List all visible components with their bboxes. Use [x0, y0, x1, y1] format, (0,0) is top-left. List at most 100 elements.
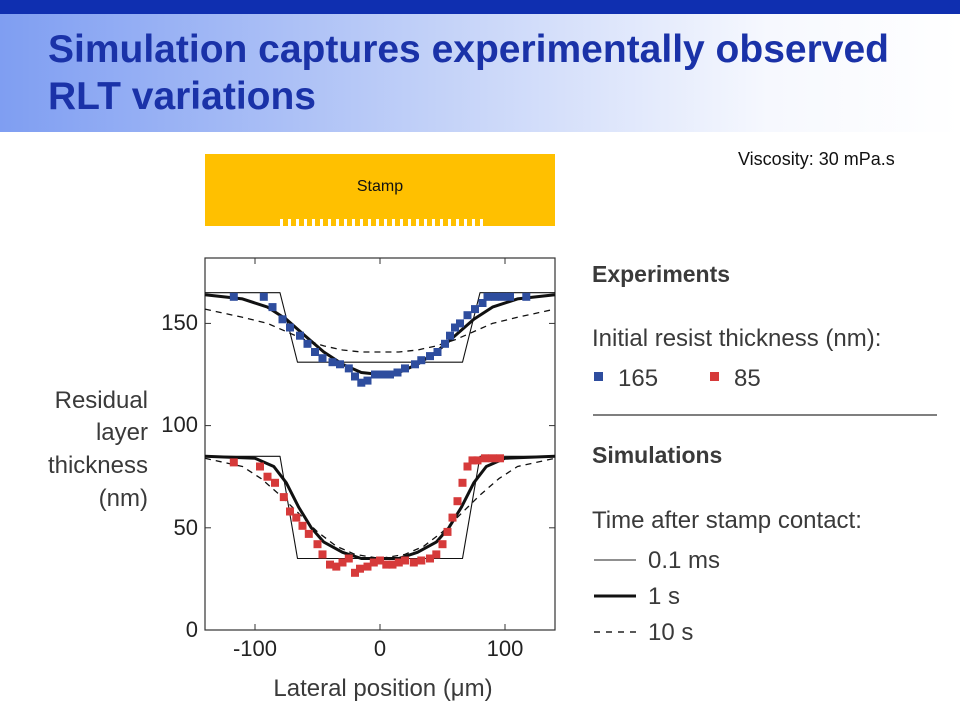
sim-curve-10-s-branch-1	[204, 457, 556, 560]
exp-point-85	[369, 558, 378, 567]
top-accent-bar	[0, 0, 960, 14]
exp-point-85	[388, 560, 397, 569]
legend-initial-thickness: Initial resist thickness (nm):	[592, 325, 881, 352]
legend-label-85: 85	[734, 365, 761, 392]
exp-point-85	[481, 454, 489, 463]
exp-point-85	[286, 507, 294, 516]
ytick-label-50: 50	[174, 515, 198, 540]
ylabel-line-1: Residual	[55, 387, 148, 414]
exp-point-85	[318, 550, 327, 559]
exp-point-165	[446, 331, 454, 340]
exp-point-85	[363, 562, 372, 571]
stamp-block: Stamp	[205, 154, 555, 226]
exp-point-165	[371, 370, 379, 379]
exp-point-165	[491, 292, 499, 301]
xtick-label-neg100: -100	[233, 636, 277, 661]
exp-point-165	[328, 358, 337, 367]
exp-point-85	[292, 513, 301, 522]
exp-point-85	[382, 560, 391, 569]
exp-point-165	[378, 370, 387, 379]
legend-label-10s: 10 s	[648, 619, 693, 646]
exp-point-85	[313, 540, 322, 549]
exp-point-85	[356, 564, 364, 573]
exp-point-85	[394, 558, 403, 567]
exp-point-85	[458, 478, 467, 487]
exp-point-165	[478, 299, 487, 307]
exp-point-165	[229, 292, 238, 301]
exp-point-165	[318, 354, 327, 363]
xtick-label-100: 100	[487, 636, 524, 661]
legend-marker-165	[594, 372, 603, 381]
exp-point-165	[433, 348, 442, 356]
legend-label-01ms: 0.1 ms	[648, 547, 720, 574]
exp-point-165	[296, 331, 304, 340]
exp-point-165	[463, 311, 472, 320]
exp-point-85	[473, 456, 482, 465]
sim-curve-10-s-branch-0	[204, 308, 556, 353]
exp-point-165	[401, 364, 409, 373]
exp-point-85	[304, 529, 313, 538]
exp-point-165	[483, 292, 492, 301]
title-band	[0, 14, 960, 132]
stamp-teeth	[280, 216, 490, 226]
exp-point-165	[311, 348, 319, 356]
exp-point-85	[332, 562, 341, 571]
exp-point-85	[279, 493, 288, 502]
legend-experiments-heading: Experiments	[592, 261, 730, 287]
exp-point-85	[271, 478, 279, 487]
exp-point-85	[409, 558, 418, 567]
exp-point-85	[496, 454, 504, 463]
legend-label-165: 165	[618, 365, 658, 392]
exp-point-165	[506, 292, 514, 301]
exp-point-165	[286, 323, 294, 332]
exp-point-165	[344, 364, 353, 373]
exp-point-165	[259, 292, 268, 301]
ytick-label-150: 150	[161, 310, 198, 335]
exp-point-85	[351, 568, 359, 577]
exp-point-85	[443, 527, 452, 536]
exp-point-165	[498, 292, 507, 301]
ytick-label-0: 0	[186, 617, 198, 642]
exp-point-85	[344, 554, 353, 563]
exp-point-165	[363, 376, 372, 385]
exp-point-85	[438, 540, 447, 549]
exp-point-85	[426, 554, 434, 563]
exp-point-165	[522, 292, 531, 301]
exp-point-85	[417, 556, 426, 565]
exp-point-165	[456, 319, 464, 328]
stamp-label: Stamp	[356, 178, 404, 195]
exp-point-165	[411, 360, 419, 369]
exp-point-165	[426, 352, 434, 361]
exp-point-85	[488, 454, 497, 463]
exp-point-165	[351, 372, 359, 381]
exp-point-165	[268, 303, 277, 312]
experiment-points	[229, 292, 531, 577]
exp-point-85	[401, 556, 409, 565]
ylabel-line-4: (nm)	[99, 485, 148, 512]
exp-point-165	[393, 368, 402, 377]
exp-point-85	[468, 456, 477, 465]
exp-point-165	[336, 360, 344, 369]
exp-point-85	[448, 513, 457, 522]
exp-point-85	[463, 462, 472, 471]
exp-point-85	[453, 497, 462, 506]
legend-marker-85	[710, 372, 719, 381]
exp-point-165	[471, 305, 479, 314]
legend-simulations-heading: Simulations	[592, 442, 722, 468]
exp-point-165	[357, 378, 366, 387]
exp-point-85	[326, 560, 334, 569]
slide-title: Simulation captures experimentally obser…	[48, 28, 889, 118]
xtick-label-0: 0	[374, 636, 386, 661]
exp-point-165	[386, 370, 394, 379]
exp-point-165	[303, 339, 312, 348]
ylabel-line-2: layer	[96, 419, 148, 446]
ytick-label-100: 100	[161, 412, 198, 437]
legend-label-1s: 1 s	[648, 583, 680, 610]
exp-point-85	[256, 462, 264, 471]
viscosity-label: Viscosity: 30 mPa.s	[738, 149, 895, 169]
exp-point-85	[432, 550, 441, 559]
exp-point-85	[263, 472, 272, 481]
axis-ticks	[205, 258, 555, 631]
exp-point-165	[441, 339, 449, 348]
